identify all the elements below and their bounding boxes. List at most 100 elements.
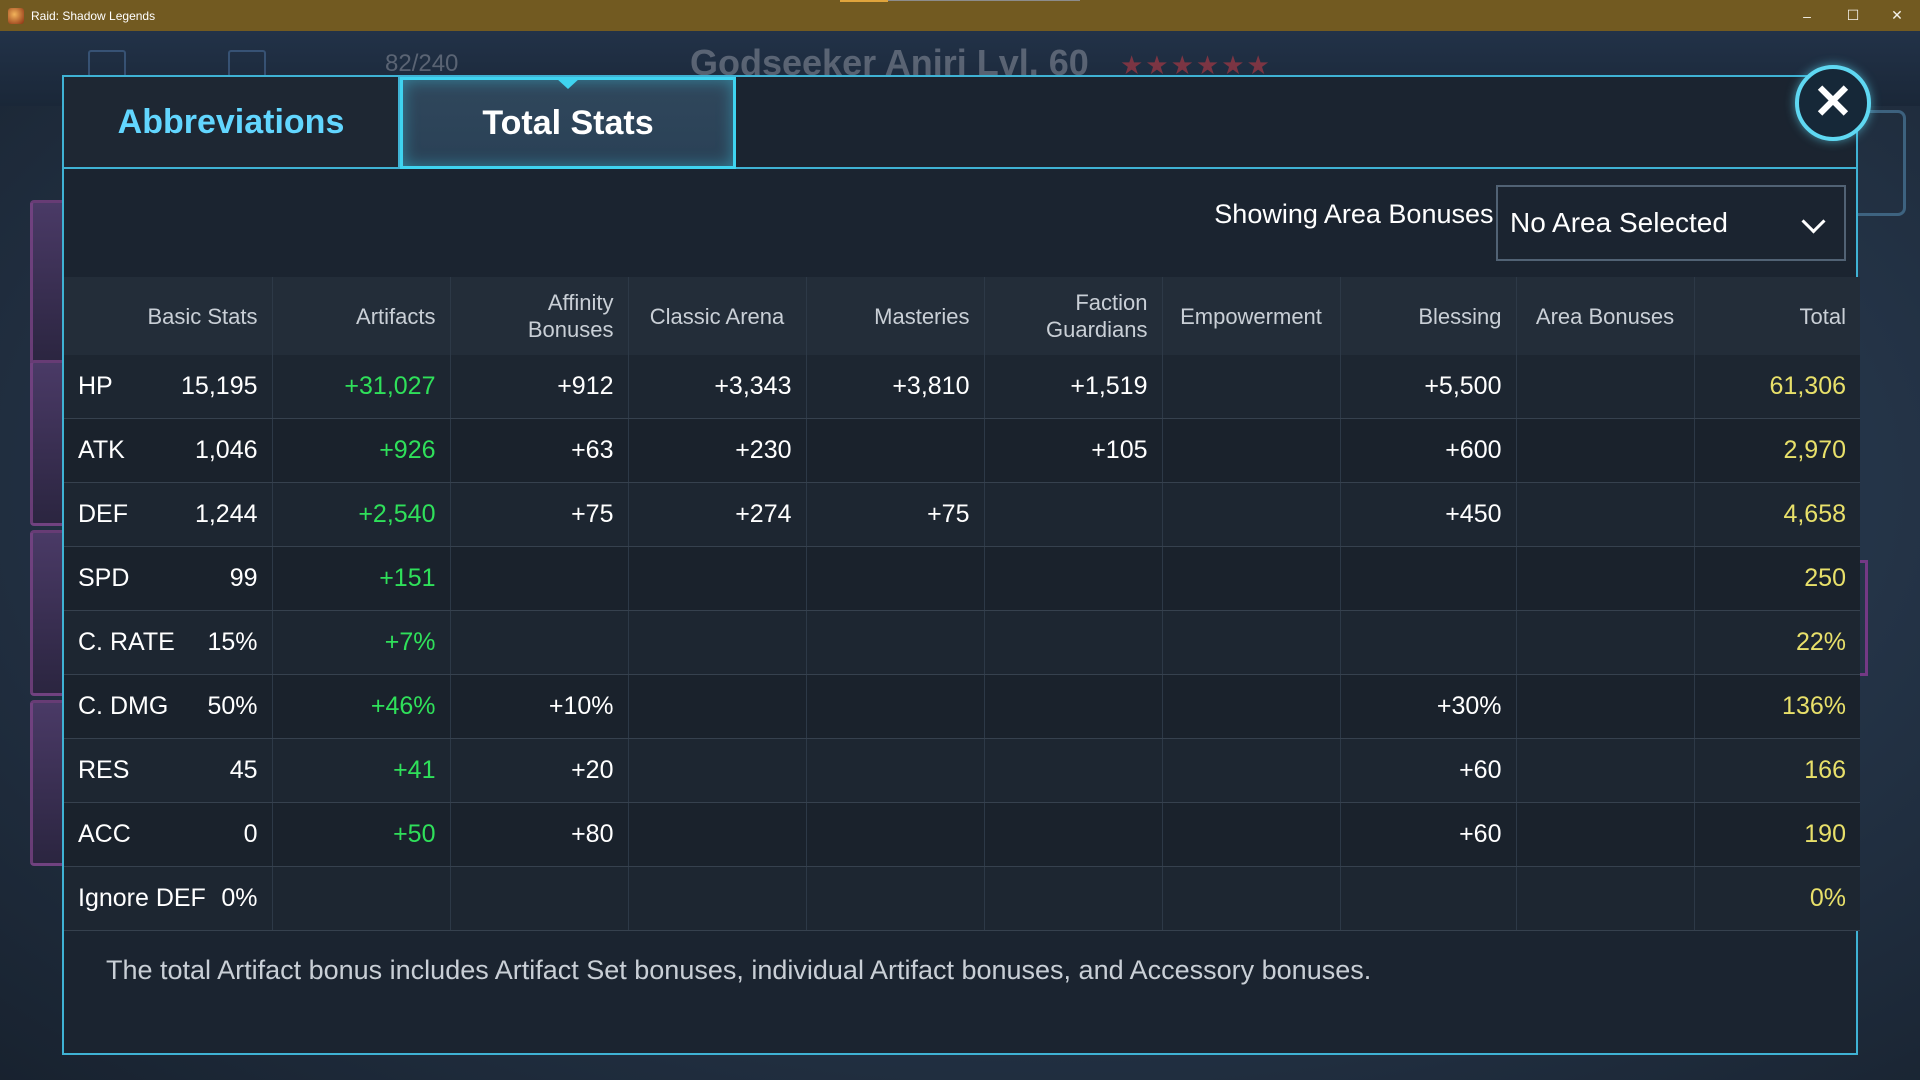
tab-total-stats[interactable]: Total Stats bbox=[400, 77, 736, 169]
stat-base-value: 0% bbox=[221, 884, 258, 912]
dialog-tabs: Abbreviations Total Stats bbox=[64, 77, 736, 169]
close-icon: ✕ bbox=[1812, 76, 1854, 129]
cell-masteries: +75 bbox=[806, 482, 985, 547]
cell-area bbox=[1516, 418, 1695, 483]
cell-masteries bbox=[806, 866, 985, 931]
cell-total: 0% bbox=[1694, 866, 1860, 931]
cell-empowerment bbox=[1162, 610, 1341, 675]
close-dialog-button[interactable]: ✕ bbox=[1795, 65, 1871, 141]
cell-blessing: +30% bbox=[1340, 674, 1517, 739]
cell-affinity bbox=[450, 610, 629, 675]
cell-affinity: +912 bbox=[450, 355, 629, 419]
cell-artifacts: +50 bbox=[272, 802, 451, 867]
cell-faction bbox=[984, 802, 1163, 867]
cell-basic-stat: Ignore DEF 0% bbox=[64, 866, 273, 931]
cell-arena bbox=[628, 738, 807, 803]
tab-abbreviations[interactable]: Abbreviations bbox=[64, 77, 400, 169]
stat-row: HP 15,195 +31,027 +912 +3,343 +3,810 +1,519 +5,… bbox=[64, 355, 1860, 419]
cell-empowerment bbox=[1162, 802, 1341, 867]
area-select-dropdown[interactable]: No Area Selected bbox=[1496, 185, 1846, 261]
stats-header-row: Basic Stats Artifacts Affinity Bonuses C… bbox=[64, 277, 1860, 355]
cell-basic-stat: SPD 99 bbox=[64, 546, 273, 611]
cell-empowerment bbox=[1162, 674, 1341, 739]
cell-basic-stat: ACC 0 bbox=[64, 802, 273, 867]
cell-affinity: +63 bbox=[450, 418, 629, 483]
cell-arena bbox=[628, 610, 807, 675]
cell-area bbox=[1516, 802, 1695, 867]
background-hero-counter: 82/240 bbox=[385, 50, 459, 77]
cell-area bbox=[1516, 738, 1695, 803]
stat-row: C. DMG 50% +46% +10% +30% 136% bbox=[64, 674, 1860, 739]
cell-artifacts: +7% bbox=[272, 610, 451, 675]
area-select-value: No Area Selected bbox=[1510, 207, 1728, 238]
header-affinity-bonuses: Affinity Bonuses bbox=[450, 277, 629, 355]
stat-base-value: 1,046 bbox=[194, 436, 258, 464]
stat-name: RES bbox=[78, 756, 130, 784]
stat-row: ACC 0 +50 +80 +60 190 bbox=[64, 802, 1860, 867]
stat-row: C. RATE 15% +7% 22% bbox=[64, 610, 1860, 675]
cell-affinity: +75 bbox=[450, 482, 629, 547]
titlebar-accent-line bbox=[888, 0, 1080, 1]
cell-basic-stat: RES 45 bbox=[64, 738, 273, 803]
cell-affinity bbox=[450, 546, 629, 611]
cell-total: 250 bbox=[1694, 546, 1860, 611]
stat-row: ATK 1,046 +926 +63 +230 +105 +600 2,970 bbox=[64, 418, 1860, 483]
header-faction-guardians: Faction Guardians bbox=[984, 277, 1163, 355]
cell-arena bbox=[628, 866, 807, 931]
stat-row: DEF 1,244 +2,540 +75 +274 +75 +450 4,658 bbox=[64, 482, 1860, 547]
cell-artifacts: +41 bbox=[272, 738, 451, 803]
tabs-divider bbox=[736, 167, 1856, 169]
cell-blessing: +60 bbox=[1340, 738, 1517, 803]
cell-area bbox=[1516, 355, 1695, 419]
cell-faction bbox=[984, 738, 1163, 803]
stat-base-value: 15,195 bbox=[181, 372, 258, 400]
cell-basic-stat: ATK 1,046 bbox=[64, 418, 273, 483]
background-hero-card bbox=[30, 200, 68, 366]
header-classic-arena: Classic Arena bbox=[628, 277, 807, 355]
cell-area bbox=[1516, 610, 1695, 675]
cell-masteries bbox=[806, 674, 985, 739]
cell-blessing bbox=[1340, 610, 1517, 675]
cell-masteries bbox=[806, 610, 985, 675]
window-title: Raid: Shadow Legends bbox=[31, 8, 156, 23]
stat-name: C. RATE bbox=[78, 628, 175, 656]
cell-masteries: +3,810 bbox=[806, 355, 985, 419]
cell-affinity: +80 bbox=[450, 802, 629, 867]
maximize-button[interactable]: ☐ bbox=[1846, 7, 1860, 23]
cell-blessing bbox=[1340, 866, 1517, 931]
cell-artifacts: +46% bbox=[272, 674, 451, 739]
header-empowerment: Empowerment bbox=[1162, 277, 1341, 355]
area-bonuses-label: Showing Area Bonuses for: bbox=[1214, 199, 1540, 229]
cell-empowerment bbox=[1162, 546, 1341, 611]
cell-faction bbox=[984, 866, 1163, 931]
cell-arena bbox=[628, 674, 807, 739]
chevron-down-icon bbox=[1801, 209, 1826, 234]
stats-table: Basic Stats Artifacts Affinity Bonuses C… bbox=[64, 277, 1860, 931]
header-area-bonuses: Area Bonuses bbox=[1516, 277, 1695, 355]
header-basic-stats: Basic Stats bbox=[64, 277, 273, 355]
cell-artifacts: +31,027 bbox=[272, 355, 451, 419]
cell-area bbox=[1516, 866, 1695, 931]
cell-basic-stat: DEF 1,244 bbox=[64, 482, 273, 547]
cell-artifacts: +151 bbox=[272, 546, 451, 611]
header-artifacts: Artifacts bbox=[272, 277, 451, 355]
cell-basic-stat: HP 15,195 bbox=[64, 355, 273, 419]
cell-arena: +274 bbox=[628, 482, 807, 547]
cell-artifacts: +2,540 bbox=[272, 482, 451, 547]
cell-basic-stat: C. RATE 15% bbox=[64, 610, 273, 675]
stat-base-value: 45 bbox=[229, 756, 258, 784]
artifact-bonus-footnote: The total Artifact bonus includes Artifa… bbox=[106, 955, 1372, 985]
active-tab-pointer-icon bbox=[556, 78, 580, 89]
cell-affinity: +20 bbox=[450, 738, 629, 803]
cell-faction bbox=[984, 546, 1163, 611]
window-close-button[interactable]: ✕ bbox=[1891, 7, 1903, 23]
cell-masteries bbox=[806, 738, 985, 803]
minimize-button[interactable]: – bbox=[1803, 7, 1811, 24]
cell-faction: +105 bbox=[984, 418, 1163, 483]
header-masteries: Masteries bbox=[806, 277, 985, 355]
cell-affinity: +10% bbox=[450, 674, 629, 739]
cell-arena: +230 bbox=[628, 418, 807, 483]
stat-name: SPD bbox=[78, 564, 130, 592]
cell-total: 2,970 bbox=[1694, 418, 1860, 483]
stat-name: HP bbox=[78, 372, 113, 400]
